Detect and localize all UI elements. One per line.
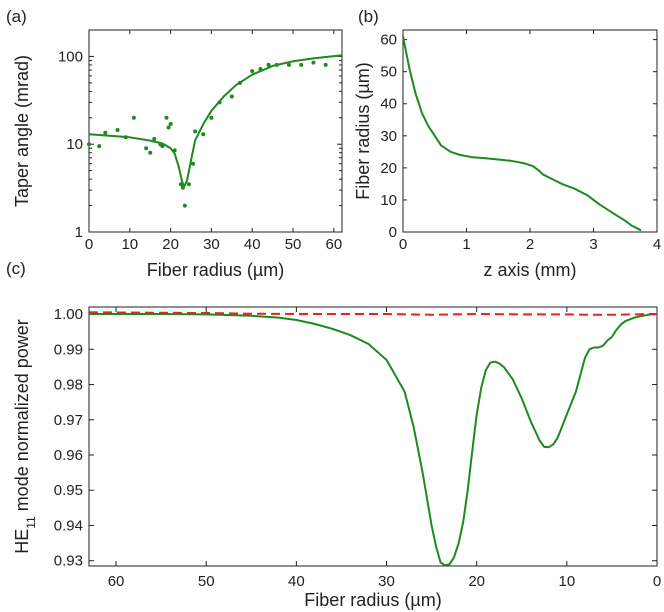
data-point xyxy=(191,161,196,166)
x-tick-label: 30 xyxy=(378,573,395,590)
y-axis-label: HE11 mode normalized power xyxy=(12,319,38,554)
data-point xyxy=(180,185,185,190)
dashed-power-line xyxy=(88,311,657,316)
data-point xyxy=(274,62,279,67)
x-axis-label: Fiber radius (µm) xyxy=(304,590,441,610)
y-tick-label: 1 xyxy=(75,224,83,241)
y-tick-label: 0.94 xyxy=(54,517,83,534)
data-point xyxy=(144,146,149,151)
x-tick-label: 0 xyxy=(85,236,93,253)
panel-label: (a) xyxy=(6,7,27,26)
y-tick-label: 40 xyxy=(380,96,397,113)
plot-frame xyxy=(88,306,658,567)
data-point xyxy=(178,182,183,187)
data-point xyxy=(201,132,206,137)
x-tick-label: 60 xyxy=(325,236,342,253)
x-tick-label: 2 xyxy=(526,236,534,253)
y-tick-label: 0.98 xyxy=(54,377,83,394)
data-point xyxy=(229,94,234,99)
y-tick-label: 0.93 xyxy=(54,553,83,570)
y-tick-label: 0.95 xyxy=(54,482,83,499)
data-point xyxy=(168,121,173,126)
y-tick-label: 1.00 xyxy=(54,306,83,323)
data-point xyxy=(152,136,157,141)
radius-profile-line xyxy=(402,36,642,232)
x-axis-label: Fiber radius (µm) xyxy=(147,260,284,280)
y-tick-label: 0 xyxy=(389,224,397,241)
y-tick-label: 0.97 xyxy=(54,412,83,429)
x-tick-label: 50 xyxy=(285,236,302,253)
data-point xyxy=(115,128,120,133)
solid-power-line xyxy=(89,313,658,567)
data-point xyxy=(237,80,242,85)
y-tick-label: 0.96 xyxy=(54,447,83,464)
data-point xyxy=(148,150,153,155)
data-point xyxy=(160,144,165,149)
plot-frame xyxy=(402,29,658,233)
x-tick-label: 1 xyxy=(462,236,470,253)
y-tick-label: 30 xyxy=(380,128,397,145)
x-tick-label: 10 xyxy=(121,236,138,253)
fit-line xyxy=(88,54,343,188)
plot-frame xyxy=(88,29,343,233)
y-tick-label: 50 xyxy=(380,64,397,81)
data-point xyxy=(186,182,191,187)
data-point xyxy=(87,142,91,147)
data-point xyxy=(123,135,128,140)
x-tick-label: 60 xyxy=(108,573,125,590)
y-tick-label: 60 xyxy=(380,32,397,49)
x-tick-label: 50 xyxy=(198,573,215,590)
data-point xyxy=(311,60,316,65)
data-point xyxy=(164,115,169,120)
data-point xyxy=(166,125,171,130)
y-tick-label: 0.99 xyxy=(54,341,83,358)
data-point xyxy=(286,62,291,67)
x-tick-label: 10 xyxy=(558,573,575,590)
x-axis-label: z axis (mm) xyxy=(484,260,577,280)
data-point xyxy=(266,62,271,67)
panel-label: (b) xyxy=(358,7,379,26)
data-point xyxy=(97,144,102,149)
x-tick-label: 20 xyxy=(162,236,179,253)
data-point xyxy=(193,129,198,134)
data-point xyxy=(182,203,187,208)
data-point xyxy=(258,66,263,71)
y-tick-label: 10 xyxy=(380,192,397,209)
x-tick-label: 4 xyxy=(653,236,661,253)
x-tick-label: 30 xyxy=(203,236,220,253)
panel-a: (a) 0 10 20 30 40 50 60 1 10 100 Fiber radius (µm) T… xyxy=(6,7,343,280)
x-tick-label: 0 xyxy=(653,573,661,590)
y-tick-label: 20 xyxy=(380,160,397,177)
y-axis-label: Fiber radius (µm) xyxy=(353,62,373,199)
x-tick-label: 20 xyxy=(468,573,485,590)
data-point xyxy=(131,115,136,120)
y-tick-label: 10 xyxy=(66,136,83,153)
data-point xyxy=(217,100,222,105)
data-point xyxy=(103,130,108,135)
data-point xyxy=(299,62,304,67)
data-point xyxy=(250,69,255,74)
y-axis-label: Taper angle (mrad) xyxy=(12,55,32,207)
panel-c: (c) 60 50 40 30 20 10 0 1.00 0.99 0.98 0.97 0.96 0.95… xyxy=(6,259,661,610)
data-point xyxy=(323,62,328,67)
x-tick-label: 0 xyxy=(399,236,407,253)
panel-label: (c) xyxy=(6,259,26,278)
x-tick-label: 40 xyxy=(244,236,261,253)
data-point xyxy=(209,115,214,120)
y-tick-label: 100 xyxy=(58,48,83,65)
data-point xyxy=(172,148,177,153)
x-tick-label: 3 xyxy=(589,236,597,253)
x-tick-label: 40 xyxy=(288,573,305,590)
